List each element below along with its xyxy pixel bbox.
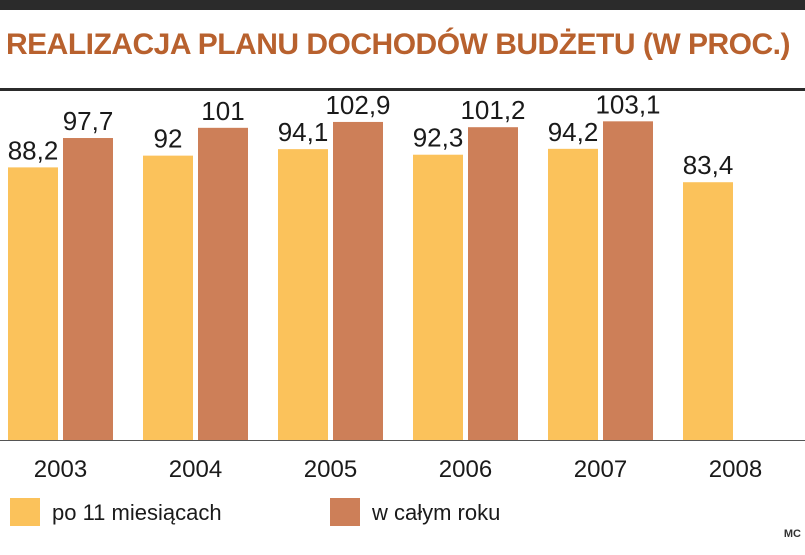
value-label-2005-series-1: 102,9 bbox=[325, 90, 390, 120]
header-rule bbox=[0, 88, 805, 91]
value-label-2003-series-0: 88,2 bbox=[8, 135, 59, 165]
x-tick-label-2006: 2006 bbox=[439, 456, 492, 483]
bar-2005-series-1 bbox=[333, 121, 383, 440]
top-rule bbox=[0, 0, 805, 10]
source-credit: MC bbox=[783, 528, 801, 540]
bar-2007-series-1 bbox=[603, 121, 653, 440]
value-label-2006-series-1: 101,2 bbox=[460, 95, 525, 125]
bar-2004-series-1 bbox=[198, 127, 248, 441]
x-tick-label-2007: 2007 bbox=[574, 456, 627, 483]
value-label-2004-series-0: 92 bbox=[154, 124, 183, 154]
legend-label-11-months: po 11 miesiącach bbox=[52, 500, 222, 525]
value-label-2006-series-0: 92,3 bbox=[413, 123, 464, 153]
x-tick-label-2004: 2004 bbox=[169, 456, 222, 483]
bar-2007-series-0 bbox=[548, 148, 598, 440]
value-label-2008-series-0: 83,4 bbox=[683, 150, 734, 180]
value-label-2003-series-1: 97,7 bbox=[63, 106, 114, 136]
bar-2003-series-0 bbox=[8, 167, 58, 440]
bar-2004-series-0 bbox=[143, 155, 193, 441]
bar-2003-series-1 bbox=[63, 138, 113, 440]
bar-2006-series-1 bbox=[468, 127, 518, 440]
bar-chart: 88,297,7200392101200494,1102,9200592,310… bbox=[0, 89, 805, 483]
legend-swatch-full-year bbox=[330, 498, 360, 526]
value-label-2004-series-1: 101 bbox=[201, 96, 244, 126]
x-tick-label-2003: 2003 bbox=[34, 456, 87, 483]
value-label-2007-series-1: 103,1 bbox=[595, 89, 660, 119]
x-tick-label-2005: 2005 bbox=[304, 456, 357, 483]
bar-2008-series-0 bbox=[683, 182, 733, 440]
legend-swatch-11-months bbox=[10, 498, 40, 526]
value-label-2005-series-0: 94,1 bbox=[278, 117, 329, 147]
bar-2006-series-0 bbox=[413, 154, 463, 440]
bar-2005-series-0 bbox=[278, 149, 328, 441]
chart-title: REALIZACJA PLANU DOCHODÓW BUDŻETU (W PRO… bbox=[6, 28, 791, 61]
value-label-2007-series-0: 94,2 bbox=[548, 117, 599, 147]
x-tick-label-2008: 2008 bbox=[709, 456, 762, 483]
legend-label-full-year: w całym roku bbox=[372, 500, 501, 525]
